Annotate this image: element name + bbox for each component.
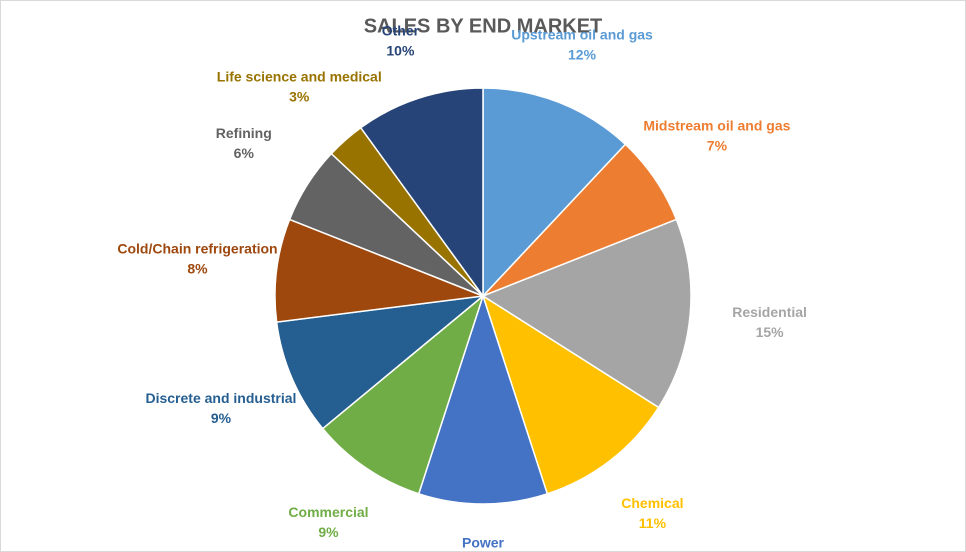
slice-value-label: 8% xyxy=(187,261,208,277)
pie-slice xyxy=(359,87,484,299)
slice-value-label: 10% xyxy=(386,43,415,59)
slice-value-label: 12% xyxy=(568,47,597,63)
slice-label: Midstream oil and gas xyxy=(643,118,790,134)
slice-label: Discrete and industrial xyxy=(145,390,296,406)
slice-value-label: 15% xyxy=(756,324,785,340)
pie-slice xyxy=(274,218,484,323)
pie-slice xyxy=(321,293,485,495)
pie-slice xyxy=(275,294,486,430)
slice-label: Other xyxy=(382,23,420,39)
slice-value-label: 6% xyxy=(234,145,255,161)
slice-label: Refining xyxy=(216,125,272,141)
pie-slice xyxy=(481,218,692,409)
slice-value-label: 3% xyxy=(289,88,310,104)
pie-slice xyxy=(417,293,549,505)
chart-title: SALES BY END MARKET xyxy=(364,15,603,37)
slice-label: Commercial xyxy=(288,504,368,520)
slice-label: Life science and medical xyxy=(217,68,382,84)
slice-label: Cold/Chain refrigeration xyxy=(117,241,277,257)
slice-value-label: 9% xyxy=(318,524,339,540)
pie-slice xyxy=(481,294,660,495)
slice-label: Power xyxy=(462,535,505,551)
pie-slice xyxy=(482,87,627,298)
slice-label: Chemical xyxy=(621,495,683,511)
slice-label: Upstream oil and gas xyxy=(511,27,653,43)
slice-label: Residential xyxy=(732,304,807,320)
slice-value-label: 11% xyxy=(639,515,667,531)
slice-value-label: 9% xyxy=(211,410,232,426)
slice-value-label: 7% xyxy=(707,138,728,154)
